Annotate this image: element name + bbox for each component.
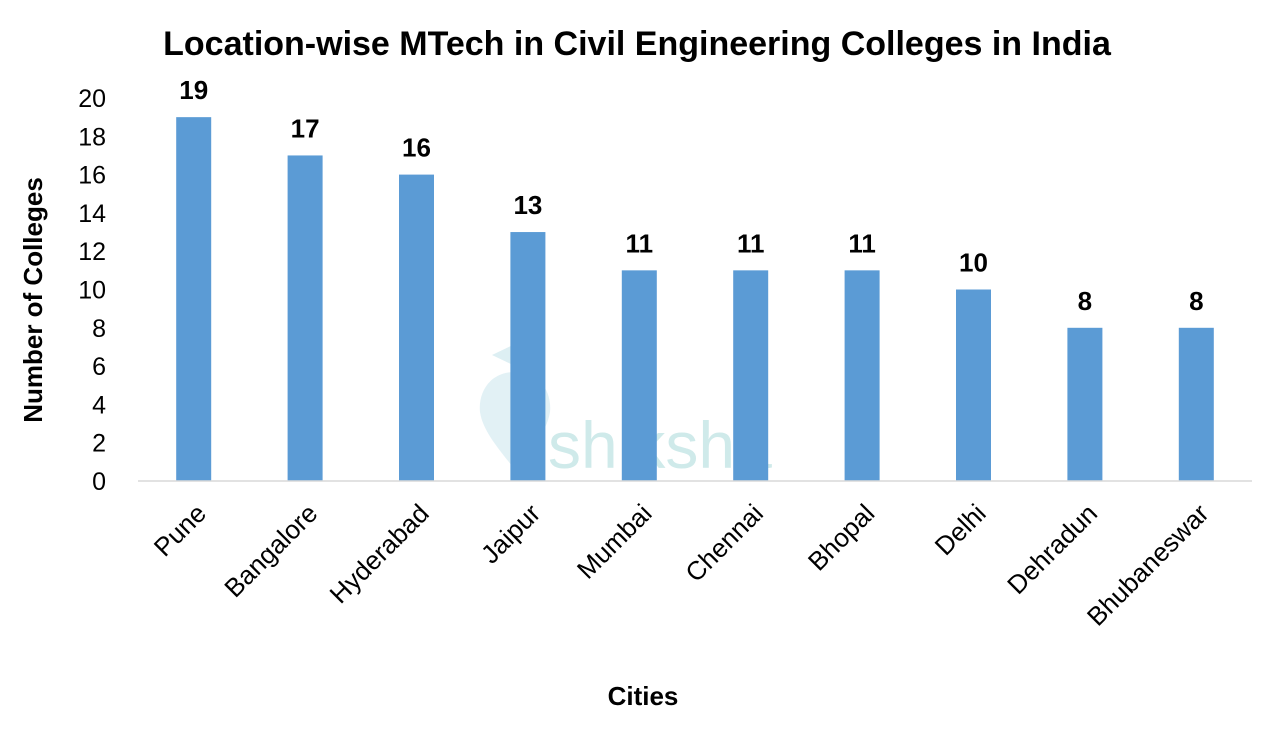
y-axis-ticks: 0 2 4 6 8 10 12 14 16 18 20 [78,85,106,496]
data-label-mumbai: 11 [626,228,654,258]
bar-bhubaneswar [1178,327,1214,481]
bar-delhi [956,289,991,481]
y-tick-label: 6 [92,353,106,381]
y-tick-label: 0 [92,468,106,496]
x-axis-categories: Pune Bangalore Hyderabad Jaipur Mumbai Chenna… [148,498,1215,632]
bars [176,117,1214,482]
x-axis-title: Cities [608,681,679,711]
bar-hyderabad [399,174,434,481]
x-tick-label-pune: Pune [148,498,212,562]
y-tick-label: 18 [78,123,106,151]
y-tick-label: 20 [78,85,106,113]
data-label-bhubaneswar: 8 [1189,286,1203,316]
x-tick-label-delhi: Delhi [929,498,992,561]
bar-bhopal [844,270,880,481]
y-tick-label: 16 [78,162,106,190]
data-label-bhopal: 11 [848,228,876,258]
data-label-pune: 19 [179,75,208,105]
x-tick-label-hyderabad: Hyderabad [324,498,435,609]
x-tick-label-jaipur: Jaipur [475,498,547,570]
bar-mumbai [621,270,657,481]
x-tick-label-bhopal: Bhopal [802,498,880,576]
y-axis-title: Number of Colleges [18,177,48,423]
data-label-delhi: 10 [959,248,988,278]
y-tick-label: 4 [92,391,106,419]
bar-dehradun [1067,327,1103,481]
x-tick-label-dehradun: Dehradun [1001,498,1103,600]
y-tick-label: 14 [78,200,106,228]
y-tick-label: 2 [92,430,106,458]
x-tick-label-mumbai: Mumbai [571,498,658,585]
bar-jaipur [510,232,546,481]
data-label-hyderabad: 16 [402,133,431,163]
y-tick-label: 10 [78,277,106,305]
x-tick-label-bangalore: Bangalore [218,498,323,603]
bar-chennai [733,270,769,481]
chart-title: Location-wise MTech in Civil Engineering… [163,25,1112,63]
y-tick-label: 8 [92,315,106,343]
data-label-jaipur: 13 [513,190,542,220]
x-tick-label-chennai: Chennai [679,498,769,588]
bar-bangalore [287,155,323,481]
y-tick-label: 12 [78,238,106,266]
data-labels: 19 17 16 13 11 11 11 10 8 8 [179,75,1203,316]
data-label-dehradun: 8 [1078,286,1092,316]
data-label-bangalore: 17 [291,113,320,143]
bar-pune [176,117,212,482]
data-label-chennai: 11 [737,228,765,258]
